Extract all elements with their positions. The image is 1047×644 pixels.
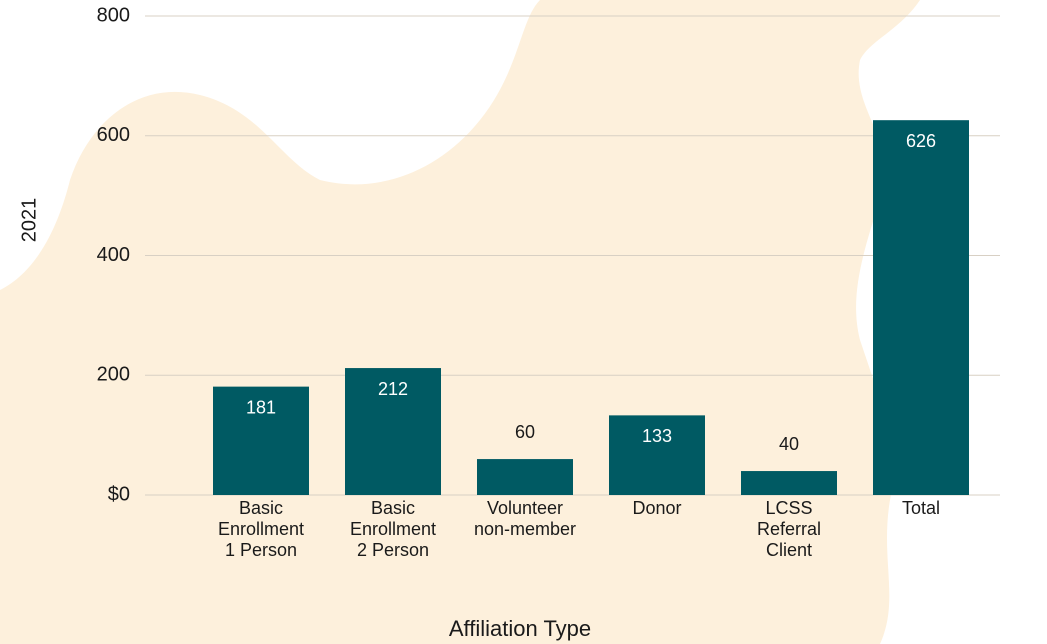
bar bbox=[741, 471, 837, 495]
bar bbox=[345, 368, 441, 495]
x-tick-label: LCSS Referral Client bbox=[756, 498, 822, 560]
data-label: 212 bbox=[378, 379, 408, 399]
y-tick-label: 400 bbox=[97, 244, 130, 266]
x-tick-label: Basic Enrollment 2 Person bbox=[349, 498, 437, 560]
x-tick-label: Volunteer non-member bbox=[473, 498, 577, 539]
y-tick-label: 600 bbox=[97, 124, 130, 146]
bar bbox=[609, 415, 705, 495]
data-label: 133 bbox=[642, 426, 672, 446]
y-tick-label: 200 bbox=[97, 364, 130, 386]
bar bbox=[477, 459, 573, 495]
data-label: 60 bbox=[515, 422, 535, 442]
x-tick-label: Donor bbox=[632, 498, 682, 518]
x-axis-title: Affiliation Type bbox=[449, 616, 591, 641]
data-label: 40 bbox=[779, 434, 799, 454]
data-label: 181 bbox=[246, 397, 276, 417]
bar bbox=[873, 120, 969, 496]
data-label: 626 bbox=[906, 131, 936, 151]
y-tick-label: $0 bbox=[108, 483, 130, 505]
x-tick-label: Total bbox=[901, 498, 941, 518]
bar bbox=[213, 386, 309, 495]
y-axis-title: 2021 bbox=[18, 198, 40, 243]
x-tick-label: Basic Enrollment 1 Person bbox=[217, 498, 305, 560]
y-tick-label: 800 bbox=[97, 4, 130, 26]
